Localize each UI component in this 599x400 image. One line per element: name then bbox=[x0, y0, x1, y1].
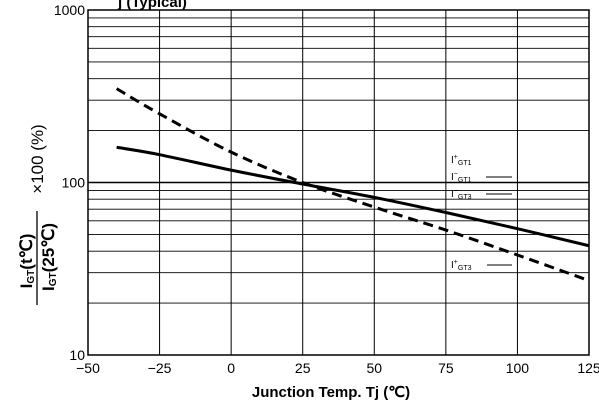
y-tick-label-2: 10 bbox=[69, 347, 85, 363]
y-title-numerator: IGT(t℃) bbox=[17, 234, 37, 289]
curve-label-1: I−GT1 bbox=[451, 171, 472, 184]
curve-label-2: I−GT3 bbox=[451, 188, 472, 201]
curve-labels: I+GT1 I−GT1 I−GT3 I+GT3 bbox=[451, 154, 512, 272]
plot-frame bbox=[87, 9, 590, 356]
x-tick-label-1: −25 bbox=[148, 360, 172, 376]
series-line-0 bbox=[116, 145, 590, 248]
y-title-denominator: IGT(25℃) bbox=[39, 223, 59, 291]
x-tick-label-6: 100 bbox=[506, 360, 530, 376]
y-tick-label-0: 1000 bbox=[54, 2, 85, 18]
y-title-multiplier: ×100 (%) bbox=[28, 124, 47, 193]
x-tick-label-0: −50 bbox=[76, 360, 100, 376]
chart-title: j (Typical) bbox=[117, 0, 187, 11]
y-tick-labels: 1000 100 10 bbox=[54, 2, 85, 363]
grid bbox=[87, 10, 590, 355]
x-tick-label-3: 25 bbox=[295, 360, 311, 376]
series-line-1 bbox=[115, 87, 590, 283]
x-tick-label-5: 75 bbox=[438, 360, 454, 376]
curve-label-3: I+GT3 bbox=[451, 259, 472, 272]
series-group bbox=[115, 87, 590, 283]
curve-label-0: I+GT1 bbox=[451, 154, 472, 167]
x-tick-label-2: 0 bbox=[227, 360, 235, 376]
x-axis-title: Junction Temp. Tj (℃) bbox=[252, 384, 410, 400]
y-tick-label-1: 100 bbox=[62, 175, 86, 191]
x-tick-labels: −50 −25 0 25 50 75 100 125 bbox=[76, 360, 599, 376]
x-tick-label-7: 125 bbox=[577, 360, 599, 376]
y-axis-title: IGT(t℃) IGT(25℃) ×100 (%) bbox=[17, 124, 59, 305]
x-tick-label-4: 50 bbox=[366, 360, 382, 376]
